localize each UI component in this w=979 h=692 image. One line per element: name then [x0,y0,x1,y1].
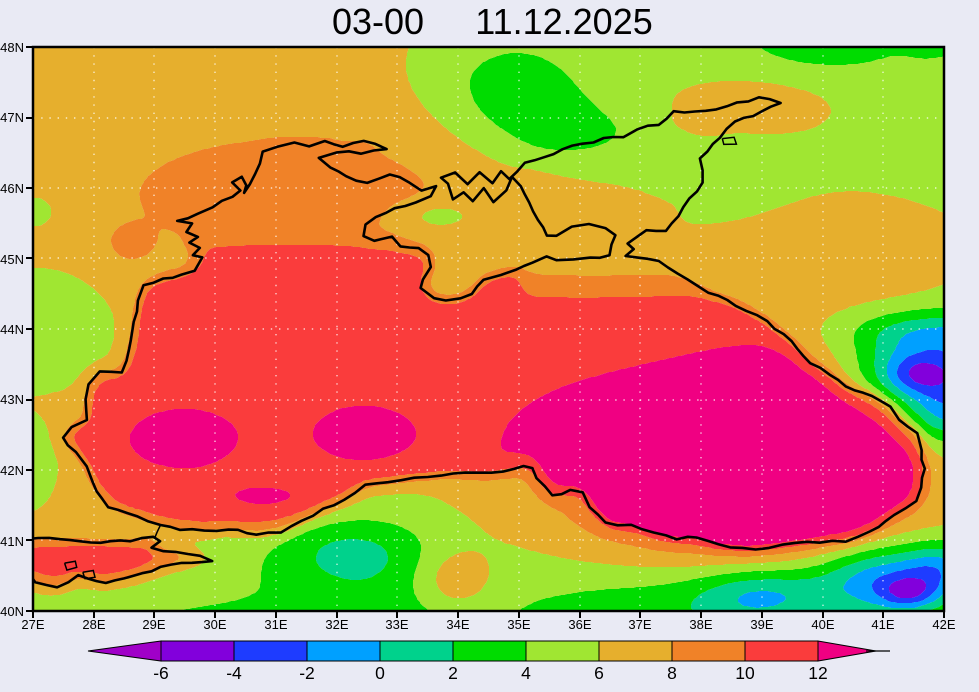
svg-text:11.12.2025: 11.12.2025 [475,1,653,42]
svg-text:37E: 37E [628,617,651,632]
svg-text:48N: 48N [0,40,24,55]
svg-text:6: 6 [594,663,604,683]
svg-text:33E: 33E [385,617,408,632]
svg-text:47N: 47N [0,110,24,125]
svg-text:41N: 41N [0,534,24,549]
svg-text:35E: 35E [507,617,530,632]
svg-text:34E: 34E [446,617,469,632]
svg-text:39E: 39E [750,617,773,632]
svg-text:27E: 27E [21,617,44,632]
svg-text:44N: 44N [0,322,24,337]
svg-text:38E: 38E [689,617,712,632]
svg-text:12: 12 [808,663,827,683]
svg-text:42N: 42N [0,463,24,478]
svg-text:41E: 41E [871,617,894,632]
svg-text:-2: -2 [299,663,315,683]
svg-text:36E: 36E [568,617,591,632]
svg-text:03-00: 03-00 [332,1,424,42]
svg-text:2: 2 [448,663,458,683]
svg-text:10: 10 [735,663,755,683]
svg-text:40N: 40N [0,604,24,619]
svg-text:30E: 30E [203,617,226,632]
svg-text:43N: 43N [0,392,24,407]
svg-text:45N: 45N [0,252,24,267]
svg-text:0: 0 [375,663,385,683]
svg-text:28E: 28E [82,617,105,632]
svg-text:40E: 40E [811,617,834,632]
svg-text:29E: 29E [142,617,165,632]
svg-text:32E: 32E [325,617,348,632]
svg-text:42E: 42E [932,617,955,632]
svg-text:31E: 31E [264,617,287,632]
svg-text:-6: -6 [153,663,169,683]
svg-text:-4: -4 [226,663,242,683]
svg-text:8: 8 [667,663,677,683]
svg-text:4: 4 [521,663,531,683]
svg-text:46N: 46N [0,181,24,196]
